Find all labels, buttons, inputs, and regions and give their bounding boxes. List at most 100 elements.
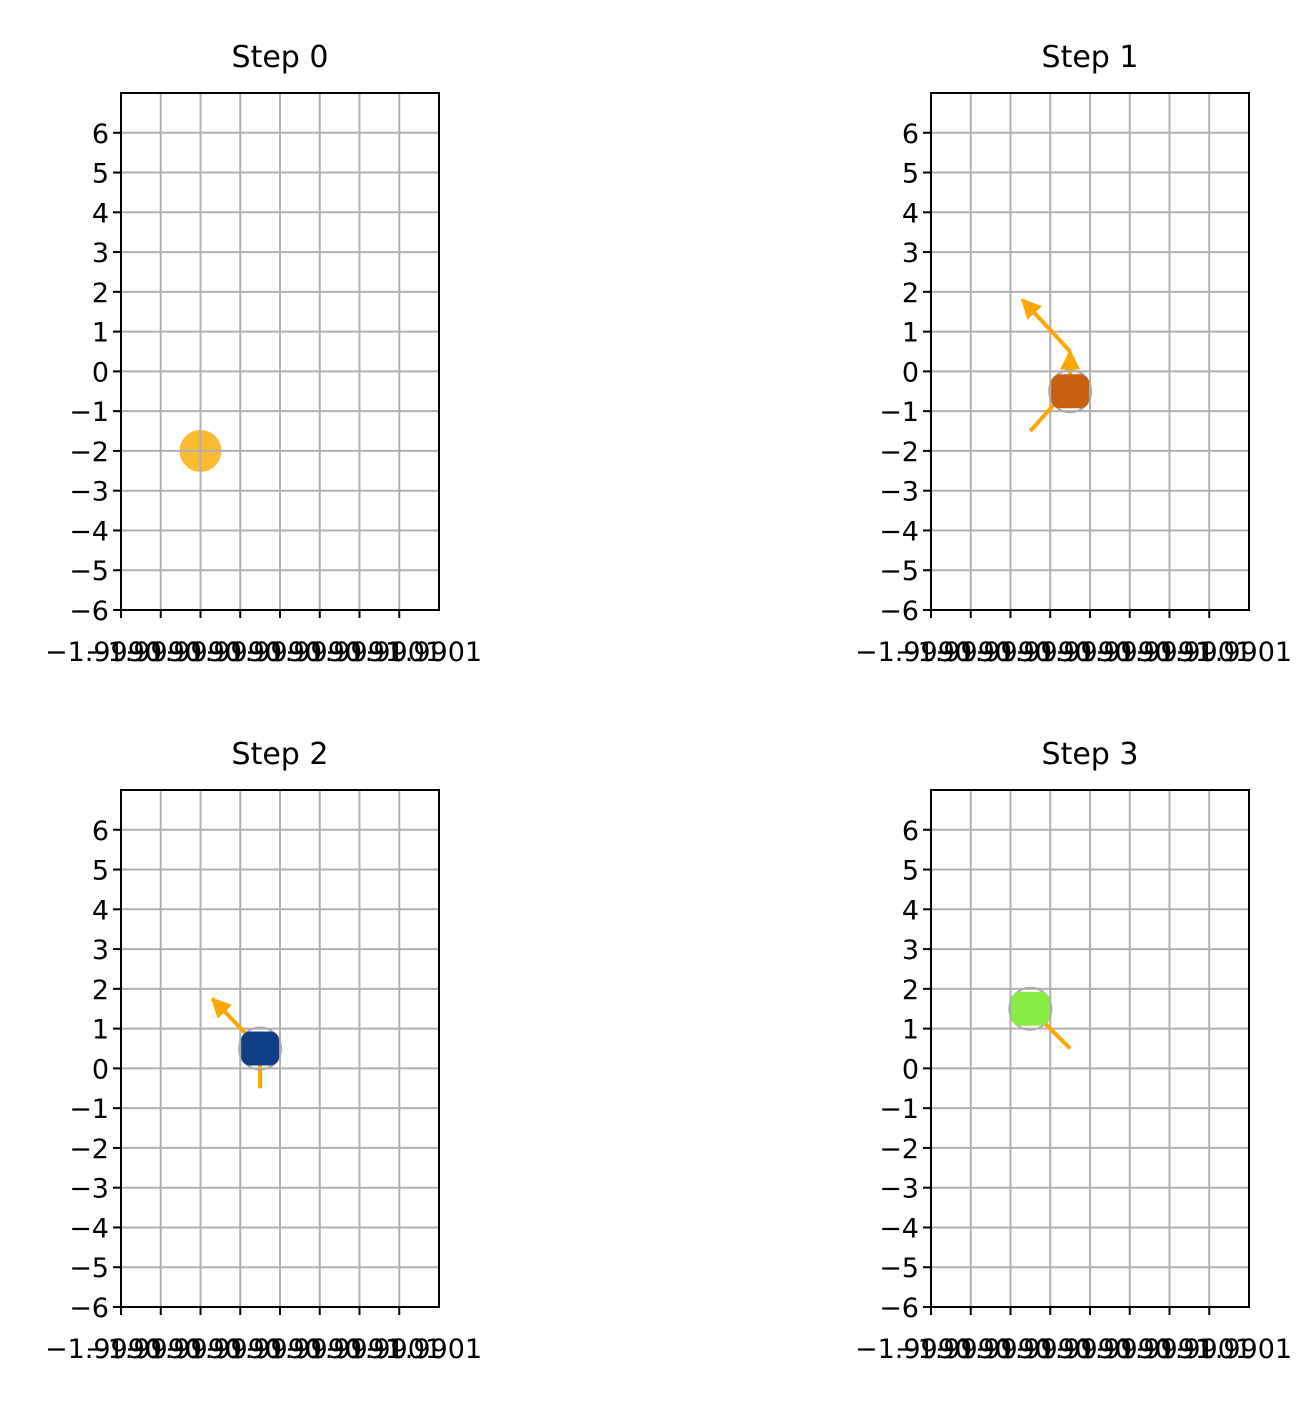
y-tick-label: −1 xyxy=(879,1094,919,1125)
x-tick-label: −1.9901 xyxy=(1175,637,1292,668)
y-tick-label: 4 xyxy=(902,198,919,229)
y-tick-label: −5 xyxy=(879,556,919,587)
y-tick-label: 3 xyxy=(92,238,109,269)
y-tick-label: −4 xyxy=(879,516,919,547)
x-tick-label: −1.9990 xyxy=(935,1334,1052,1365)
y-tick-label: 3 xyxy=(902,238,919,269)
y-tick-label: 1 xyxy=(92,318,109,349)
y-tick-label: −6 xyxy=(879,596,919,627)
data-point xyxy=(1011,991,1050,1026)
y-tick-label: 0 xyxy=(902,357,919,388)
y-tick-label: −2 xyxy=(879,437,919,468)
y-tick-label: 5 xyxy=(92,856,109,887)
y-tick-label: −3 xyxy=(69,477,109,508)
y-tick-label: −3 xyxy=(69,1174,109,1205)
y-tick-label: 5 xyxy=(92,159,109,190)
subplot-step-1: 6543210−1−2−3−4−5−6−1.9990−1.9990−1.9990… xyxy=(855,40,1292,668)
x-tick-label: −1.9901 xyxy=(325,637,442,668)
point-halo xyxy=(238,1026,283,1071)
x-tick-label: −1.9990 xyxy=(125,637,242,668)
x-tick-label: −1.9990 xyxy=(85,1334,202,1365)
x-tick-label: −1.9990 xyxy=(1015,637,1132,668)
x-tick-label: −1.9990 xyxy=(85,637,202,668)
y-tick-label: 2 xyxy=(92,278,109,309)
x-tick-label: −1.9901 xyxy=(325,1334,442,1365)
x-tick-label: −1.9990 xyxy=(245,1334,362,1365)
y-tick-label: −3 xyxy=(879,477,919,508)
y-tick-label: 3 xyxy=(92,935,109,966)
x-tick-label: −1.9901 xyxy=(365,1334,482,1365)
y-tick-label: −3 xyxy=(879,1174,919,1205)
y-tick-label: −1 xyxy=(69,1094,109,1125)
point-halo xyxy=(1048,369,1093,414)
y-tick-label: 6 xyxy=(92,816,109,847)
y-tick-label: 0 xyxy=(902,1054,919,1085)
x-tick-label: −1.9990 xyxy=(935,637,1052,668)
x-tick-label: −1.9901 xyxy=(1175,1334,1292,1365)
point-halo xyxy=(1008,986,1053,1031)
subplot-step-0: 6543210−1−2−3−4−5−6−1.9990−1.9990−1.9990… xyxy=(45,40,482,668)
x-tick-label: −1.9990 xyxy=(895,637,1012,668)
y-tick-label: 6 xyxy=(902,119,919,150)
y-tick-label: 1 xyxy=(902,1015,919,1046)
x-tick-label: −1.9901 xyxy=(1135,637,1252,668)
y-tick-label: 4 xyxy=(92,895,109,926)
x-tick-label: −1.9990 xyxy=(245,637,362,668)
x-tick-label: −1.9990 xyxy=(1055,1334,1172,1365)
x-tick-label: −1.9990 xyxy=(165,1334,282,1365)
y-tick-label: −4 xyxy=(879,1213,919,1244)
y-tick-label: 4 xyxy=(902,895,919,926)
x-tick-label: −1.9990 xyxy=(975,1334,1092,1365)
y-tick-label: −6 xyxy=(69,596,109,627)
subplot-step-3: 6543210−1−2−3−4−5−6−1.9990−1.9990−1.9990… xyxy=(855,737,1292,1365)
data-point xyxy=(241,1031,280,1066)
y-tick-label: −1 xyxy=(879,397,919,428)
x-tick-label: −1.9990 xyxy=(855,637,972,668)
y-tick-label: −5 xyxy=(69,1253,109,1284)
arrow xyxy=(1020,298,1072,353)
subplot-title: Step 1 xyxy=(1042,40,1139,75)
x-tick-label: −1.9990 xyxy=(975,637,1092,668)
y-tick-label: −1 xyxy=(69,397,109,428)
y-tick-label: 5 xyxy=(902,159,919,190)
y-tick-label: 5 xyxy=(902,856,919,887)
y-tick-label: −2 xyxy=(69,1134,109,1165)
y-tick-label: −6 xyxy=(879,1293,919,1324)
x-tick-label: −1.9991 xyxy=(285,637,402,668)
x-tick-label: −1.9990 xyxy=(205,1334,322,1365)
y-tick-label: 1 xyxy=(902,318,919,349)
y-tick-label: −4 xyxy=(69,516,109,547)
y-tick-label: 1 xyxy=(92,1015,109,1046)
subplot-title: Step 3 xyxy=(1042,737,1139,772)
x-tick-label: −1.9991 xyxy=(1095,637,1212,668)
y-tick-label: −6 xyxy=(69,1293,109,1324)
arrow xyxy=(1040,1019,1072,1050)
x-tick-label: −1.9990 xyxy=(895,1334,1012,1365)
subplot-step-2: 6543210−1−2−3−4−5−6−1.9990−1.9990−1.9990… xyxy=(45,737,482,1365)
data-point xyxy=(1051,374,1090,409)
y-tick-label: −5 xyxy=(69,556,109,587)
x-tick-label: −1.9990 xyxy=(45,637,162,668)
subplot-title: Step 2 xyxy=(232,737,329,772)
y-tick-label: 6 xyxy=(92,119,109,150)
subplot-title: Step 0 xyxy=(232,40,329,75)
y-tick-label: −2 xyxy=(879,1134,919,1165)
y-tick-label: 2 xyxy=(902,975,919,1006)
x-tick-label: −1.9901 xyxy=(1135,1334,1252,1365)
x-tick-label: −1.9990 xyxy=(125,1334,242,1365)
y-tick-label: 0 xyxy=(92,1054,109,1085)
x-tick-label: −1.9990 xyxy=(1015,1334,1132,1365)
y-tick-label: 2 xyxy=(92,975,109,1006)
y-tick-label: 4 xyxy=(92,198,109,229)
x-tick-label: −1.9991 xyxy=(285,1334,402,1365)
y-tick-label: −2 xyxy=(69,437,109,468)
x-tick-label: −1.9991 xyxy=(1095,1334,1212,1365)
y-tick-label: 6 xyxy=(902,816,919,847)
y-tick-label: 2 xyxy=(902,278,919,309)
x-tick-label: −1.9901 xyxy=(365,637,482,668)
x-tick-label: −1.9990 xyxy=(1055,637,1172,668)
x-tick-label: −1.9990 xyxy=(855,1334,972,1365)
y-tick-label: 0 xyxy=(92,357,109,388)
y-tick-label: 3 xyxy=(902,935,919,966)
